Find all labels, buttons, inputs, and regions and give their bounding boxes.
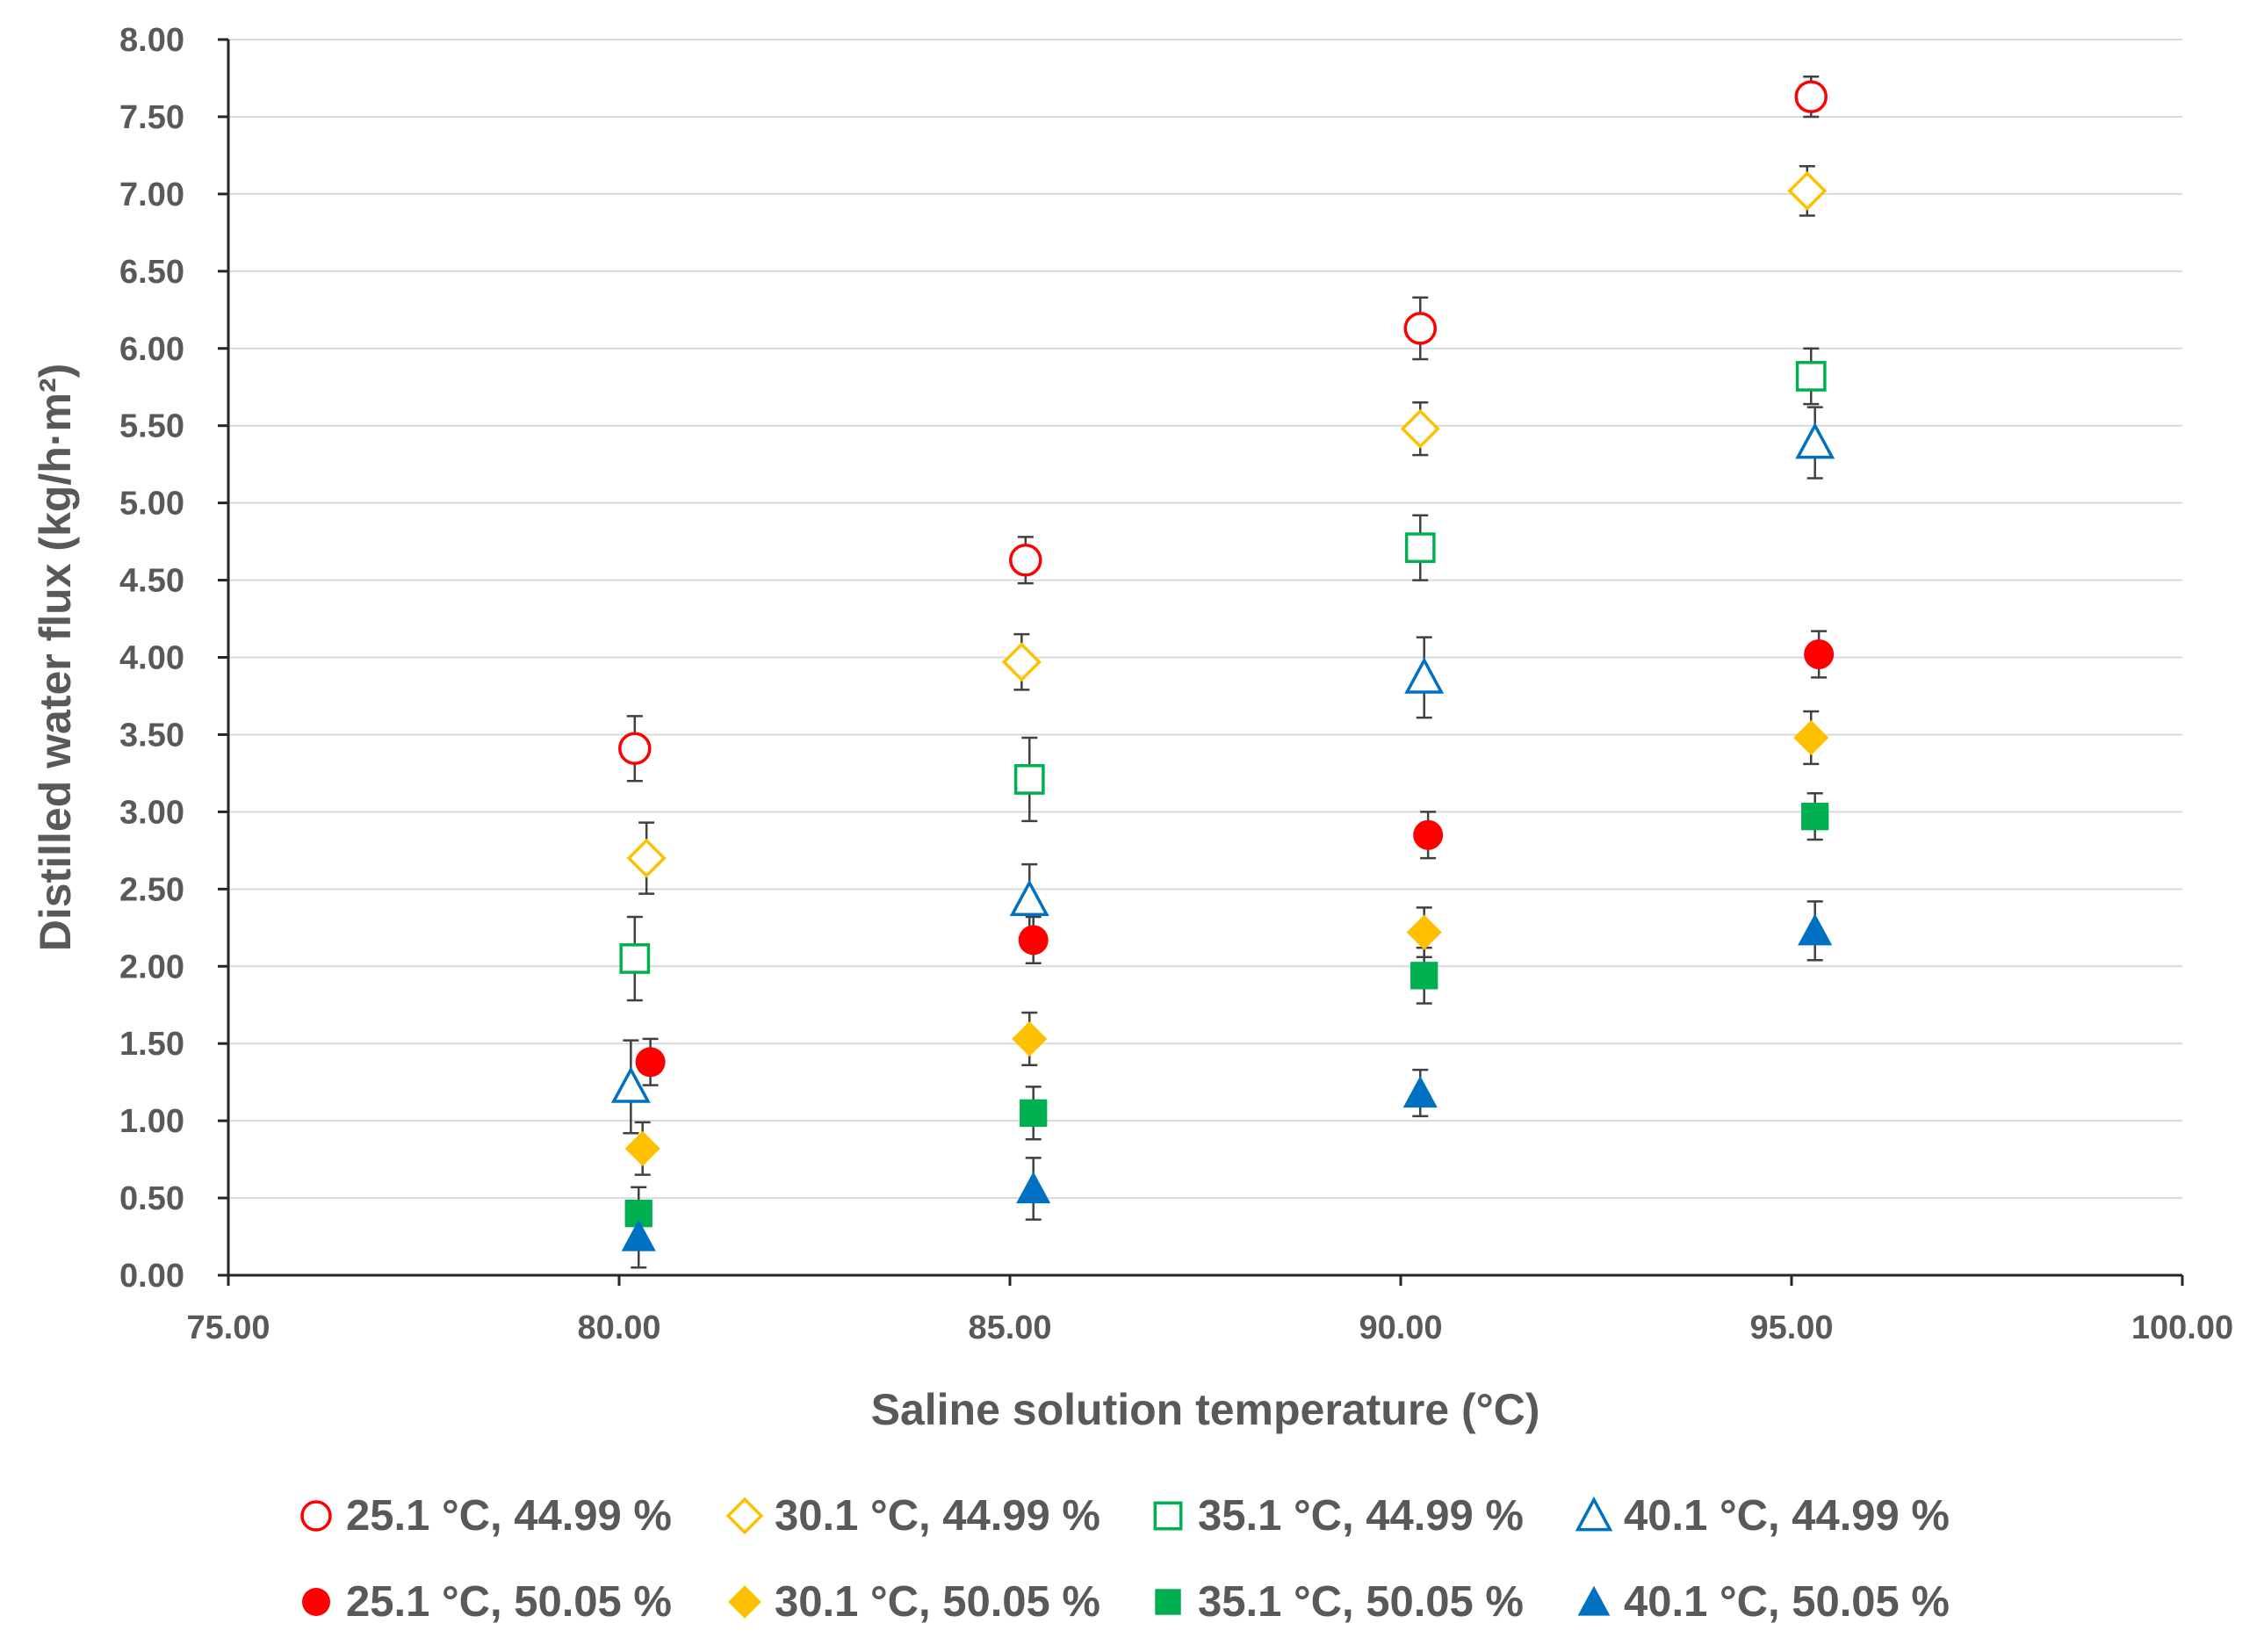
legend-label: 30.1 °C, 44.99 % [775, 1492, 1100, 1540]
y-tick-label: 1.50 [119, 1026, 184, 1063]
y-tick-label: 4.00 [119, 640, 184, 677]
y-axis-title: Distilled water flux (kg/h·m²) [31, 364, 80, 952]
legend-label: 35.1 °C, 44.99 % [1198, 1492, 1524, 1540]
legend: 25.1 °C, 44.99 % 30.1 °C, 44.99 % 35.1 °C,… [300, 1492, 1950, 1626]
data-point-series-2 [1013, 764, 1045, 795]
data-point-series-3 [1795, 422, 1835, 459]
data-point-series-3 [1404, 657, 1445, 694]
y-tick-label: 5.50 [119, 408, 184, 445]
data-point-series-6 [1020, 1099, 1048, 1127]
data-point-series-5 [624, 1130, 660, 1166]
legend-marker [302, 1588, 330, 1616]
axes [218, 38, 2184, 1286]
grid-lines [228, 39, 2182, 1200]
legend-label: 40.1 °C, 44.99 % [1624, 1492, 1950, 1540]
legend-item: 25.1 °C, 44.99 % [300, 1492, 672, 1540]
data-point-series-7 [621, 1219, 656, 1252]
data-point-series-0 [618, 732, 652, 766]
y-tick-label: 1.00 [119, 1103, 184, 1140]
data-point-series-5 [1012, 1021, 1048, 1057]
data-point-series-3 [1009, 879, 1049, 916]
data-point-series-6 [1801, 803, 1829, 831]
legend-item: 25.1 °C, 50.05 % [302, 1578, 672, 1626]
data-point-series-4 [635, 1047, 666, 1078]
y-tick-label: 2.50 [119, 871, 184, 908]
y-tick-label: 0.00 [119, 1258, 184, 1295]
x-tick-label: 95.00 [1749, 1309, 1833, 1346]
data-point-series-7 [1402, 1075, 1438, 1108]
y-tick-label: 4.50 [119, 563, 184, 600]
data-point-series-2 [1404, 532, 1436, 564]
legend-item: 30.1 °C, 44.99 % [725, 1492, 1100, 1540]
legend-label: 35.1 °C, 50.05 % [1198, 1578, 1524, 1626]
data-point-series-7 [1798, 913, 1833, 946]
legend-label: 30.1 °C, 50.05 % [775, 1578, 1100, 1626]
data-point-series-3 [610, 1066, 651, 1103]
y-tick-label: 6.50 [119, 254, 184, 291]
data-point-series-1 [1400, 408, 1440, 449]
data-point-series-2 [1795, 361, 1827, 392]
data-points [610, 80, 1835, 1252]
x-tick-label: 75.00 [186, 1309, 270, 1346]
y-tick-label: 3.00 [119, 794, 184, 831]
x-tick-label: 100.00 [2131, 1309, 2233, 1346]
x-tick-label: 85.00 [968, 1309, 1051, 1346]
x-axis-title: Saline solution temperature (°C) [871, 1385, 1540, 1434]
legend-item: 40.1 °C, 44.99 % [1575, 1492, 1950, 1540]
legend-item: 30.1 °C, 50.05 % [728, 1578, 1100, 1626]
data-point-series-4 [1413, 819, 1444, 850]
legend-marker [1155, 1589, 1181, 1615]
error-bars [623, 75, 1828, 1269]
y-tick-label: 6.00 [119, 331, 184, 368]
legend-marker [728, 1585, 761, 1619]
y-tick-label: 8.00 [119, 22, 184, 59]
tick-labels: 0.00 0.50 1.00 1.50 2.00 2.50 3.00 3.50 4.00 4.50… [119, 22, 2233, 1346]
legend-marker [300, 1500, 332, 1532]
legend-label: 40.1 °C, 50.05 % [1624, 1578, 1950, 1626]
y-tick-label: 7.50 [119, 99, 184, 136]
legend-marker [1153, 1501, 1183, 1531]
y-tick-label: 2.00 [119, 949, 184, 985]
legend-item: 35.1 °C, 44.99 % [1153, 1492, 1524, 1540]
legend-label: 25.1 °C, 44.99 % [346, 1492, 672, 1540]
data-point-series-4 [1018, 925, 1049, 956]
legend-marker [725, 1497, 764, 1535]
y-tick-label: 7.00 [119, 177, 184, 213]
x-tick-label: 90.00 [1359, 1309, 1442, 1346]
y-tick-label: 3.50 [119, 717, 184, 754]
legend-label: 25.1 °C, 50.05 % [346, 1578, 672, 1626]
data-point-series-0 [1794, 80, 1828, 113]
y-tick-label: 0.50 [119, 1180, 184, 1217]
x-tick-label: 80.00 [577, 1309, 660, 1346]
data-point-series-1 [1787, 170, 1828, 211]
data-point-series-1 [1001, 642, 1042, 682]
data-point-series-2 [619, 943, 651, 974]
data-point-series-7 [1016, 1171, 1051, 1204]
data-point-series-6 [1410, 962, 1438, 990]
legend-marker [1577, 1585, 1611, 1616]
data-point-series-1 [626, 838, 667, 878]
data-point-series-5 [1793, 719, 1829, 756]
data-point-series-4 [1804, 638, 1835, 669]
data-point-series-0 [1403, 312, 1437, 345]
legend-marker [1575, 1496, 1613, 1532]
data-point-series-0 [1009, 543, 1042, 577]
y-tick-label: 5.00 [119, 486, 184, 523]
legend-item: 40.1 °C, 50.05 % [1577, 1578, 1950, 1626]
legend-item: 35.1 °C, 50.05 % [1155, 1578, 1524, 1626]
data-point-series-5 [1406, 914, 1442, 950]
